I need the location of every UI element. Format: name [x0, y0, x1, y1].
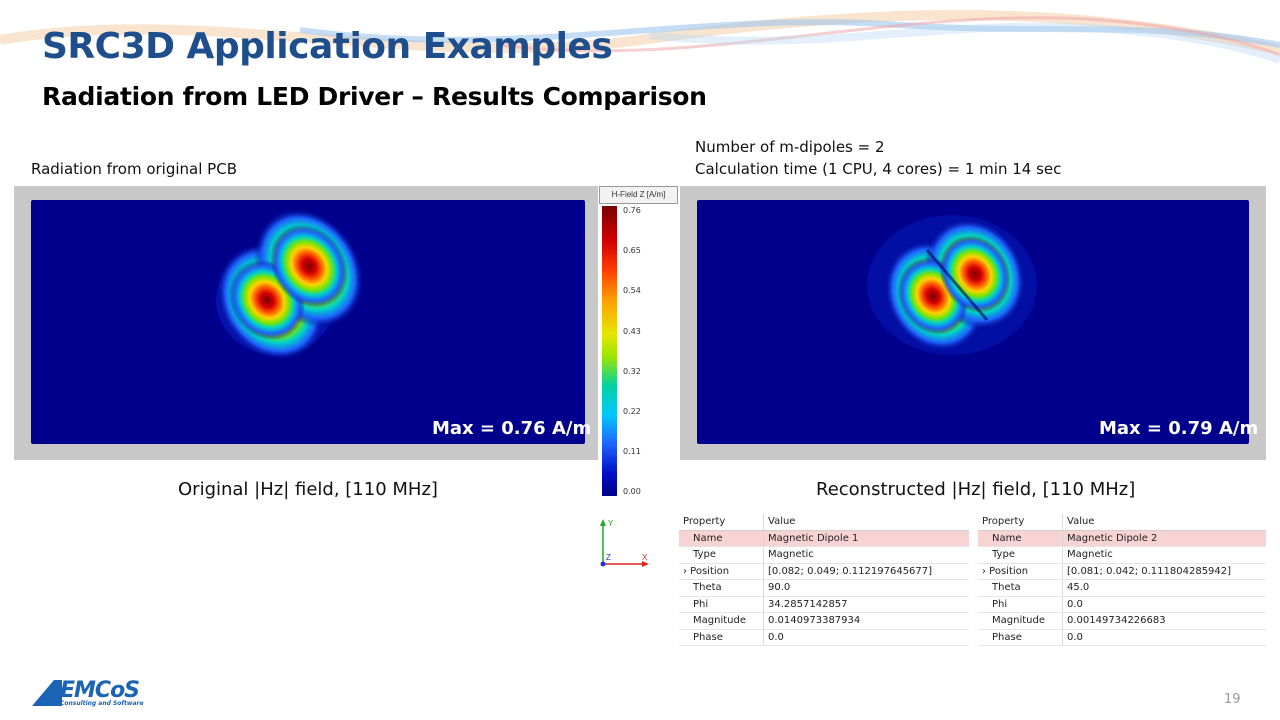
property-name-cell: Phi — [978, 596, 1063, 613]
column-header: Property — [978, 514, 1063, 531]
right-max-label: Max = 0.79 A/m — [1099, 418, 1259, 439]
column-header: Value — [1062, 514, 1266, 531]
property-value-cell: 0.00149734226683 — [1062, 612, 1266, 630]
table-row[interactable]: Phi 34.2857142857 — [679, 596, 969, 613]
table-header-row: Property Value — [978, 514, 1266, 531]
axis-x-label: X — [642, 553, 648, 562]
header-wave-decoration — [0, 10, 1280, 64]
colorbar-tick-label: 0.32 — [623, 366, 641, 376]
axis-y-label: Y — [608, 519, 614, 528]
table-row[interactable]: Name Magnetic Dipole 2 — [978, 530, 1266, 547]
original-field-map — [31, 200, 585, 444]
table-row[interactable]: Theta 90.0 — [679, 579, 969, 597]
property-value-cell: 0.0 — [763, 629, 969, 646]
property-name-cell: Magnitude — [978, 612, 1063, 630]
column-header: Value — [763, 514, 969, 531]
colorbar-tick-label: 0.00 — [623, 487, 641, 497]
table-row[interactable]: › Position [0.081; 0.042; 0.111804285942] — [978, 563, 1266, 580]
reconstructed-field-map — [697, 200, 1249, 444]
right-info-dipoles: Number of m-dipoles = 2 — [695, 138, 885, 156]
axis-z-label: Z — [606, 553, 611, 562]
colorbar-tick-label: 0.22 — [623, 407, 641, 416]
property-value-cell: Magnetic Dipole 2 — [1062, 530, 1266, 547]
property-name-cell: Phi — [679, 596, 764, 613]
property-value-cell: [0.081; 0.042; 0.111804285942] — [1062, 563, 1266, 580]
property-name-cell: Type — [679, 546, 764, 564]
property-value-cell: 90.0 — [763, 579, 969, 597]
left-caption: Original |Hz| field, [110 MHz] — [178, 479, 438, 500]
property-value-cell: 34.2857142857 — [763, 596, 969, 613]
colorbar-tick-label: 0.11 — [623, 447, 641, 457]
property-value-cell: [0.082; 0.049; 0.112197645677] — [763, 563, 969, 580]
dipole2-property-table: Property Value Name Magnetic Dipole 2 Type Ma… — [978, 514, 1266, 646]
property-name-cell: Theta — [679, 579, 764, 597]
emcos-logo-text: EMCoS — [60, 678, 140, 703]
table-header-row: Property Value — [679, 514, 969, 531]
colorbar-tick-label: 0.54 — [623, 286, 641, 296]
table-row[interactable]: Magnitude 0.0140973387934 — [679, 612, 969, 630]
column-header: Property — [679, 514, 764, 531]
property-value-cell: Magnetic Dipole 1 — [763, 530, 969, 547]
page-subtitle: Radiation from LED Driver – Results Comp… — [42, 82, 707, 111]
page-number: 19 — [1224, 692, 1241, 707]
right-info-time: Calculation time (1 CPU, 4 cores) = 1 mi… — [695, 160, 1062, 178]
left-max-label: Max = 0.76 A/m — [432, 418, 592, 439]
property-name-cell: Phase — [679, 629, 764, 646]
property-name-cell: Name — [679, 530, 764, 547]
emcos-logo-subtext: Consulting and Software — [60, 700, 144, 707]
page-title: SRC3D Application Examples — [42, 26, 613, 67]
colorbar-tick-label: 0.43 — [623, 326, 641, 336]
property-value-cell: Magnetic — [763, 546, 969, 564]
table-row[interactable]: Phi 0.0 — [978, 596, 1266, 613]
property-value-cell: 45.0 — [1062, 579, 1266, 597]
emcos-logo-icon — [32, 680, 62, 706]
table-row[interactable]: Magnitude 0.00149734226683 — [978, 612, 1266, 630]
table-row[interactable]: Phase 0.0 — [679, 629, 969, 646]
property-name-cell: Name — [978, 530, 1063, 547]
property-name-cell: Type — [978, 546, 1063, 564]
property-name-cell: › Position — [679, 563, 764, 580]
property-name-cell: › Position — [978, 563, 1063, 580]
axis-triad-icon: Y Z X — [600, 519, 649, 567]
colorbar-title: H-Field Z [A/m] — [599, 186, 678, 204]
table-row[interactable]: › Position [0.082; 0.049; 0.112197645677] — [679, 563, 969, 580]
colorbar-gradient — [602, 206, 617, 496]
left-panel-label: Radiation from original PCB — [31, 160, 237, 178]
right-caption: Reconstructed |Hz| field, [110 MHz] — [816, 479, 1136, 500]
left-plot-panel: Max = 0.76 A/m — [14, 186, 598, 460]
property-value-cell: 0.0 — [1062, 596, 1266, 613]
property-value-cell: Magnetic — [1062, 546, 1266, 564]
property-name-cell: Phase — [978, 629, 1063, 646]
right-plot-panel: Max = 0.79 A/m — [680, 186, 1266, 460]
table-row[interactable]: Theta 45.0 — [978, 579, 1266, 597]
property-value-cell: 0.0 — [1062, 629, 1266, 646]
table-row[interactable]: Type Magnetic — [679, 546, 969, 564]
colorbar-tick-label: 0.65 — [623, 246, 641, 256]
property-name-cell: Theta — [978, 579, 1063, 597]
table-row[interactable]: Name Magnetic Dipole 1 — [679, 530, 969, 547]
dipole1-property-table: Property Value Name Magnetic Dipole 1 Type Ma… — [679, 514, 969, 646]
property-name-cell: Magnitude — [679, 612, 764, 630]
colorbar-tick-label: 0.76 — [623, 206, 641, 215]
property-value-cell: 0.0140973387934 — [763, 612, 969, 630]
table-row[interactable]: Phase 0.0 — [978, 629, 1266, 646]
table-row[interactable]: Type Magnetic — [978, 546, 1266, 564]
